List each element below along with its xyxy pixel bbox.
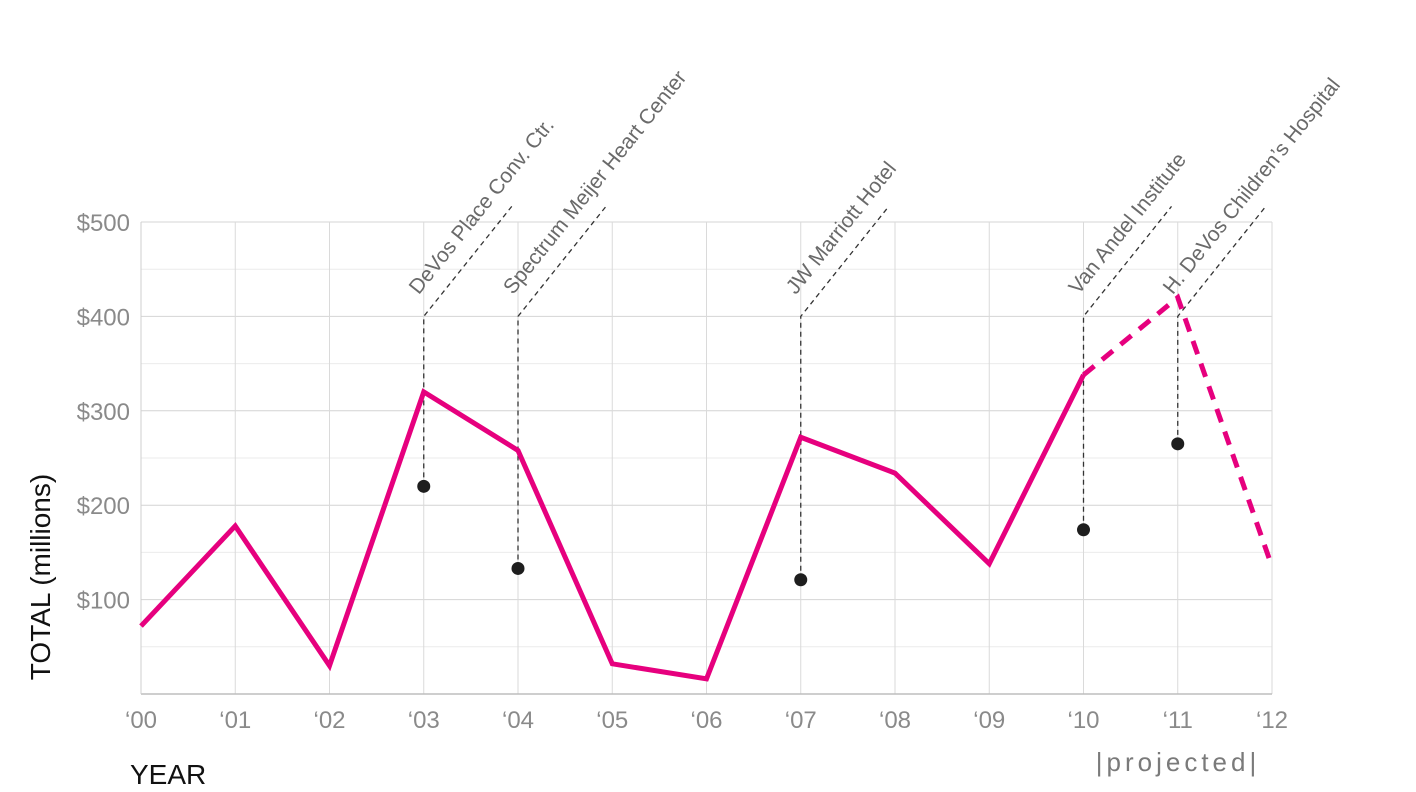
series-lines	[139, 293, 1275, 682]
x-tick-label: ‘08	[879, 707, 911, 734]
annotation-markers	[417, 437, 1185, 587]
y-tick-label: $300	[77, 399, 130, 426]
annotation-leader	[517, 205, 607, 569]
annotation-leader	[1177, 205, 1267, 444]
x-axis-title: YEAR	[130, 759, 206, 790]
annotation-leader	[423, 205, 513, 487]
x-tick-label: ‘11	[1163, 707, 1193, 734]
y-tick-label: $400	[77, 304, 130, 331]
x-tick-label: ‘06	[690, 707, 722, 734]
x-tick-label: ‘05	[596, 707, 628, 734]
x-tick-label: ‘00	[125, 707, 157, 734]
annotation-leader	[1082, 205, 1173, 530]
x-axis-ticks: ‘00 ‘01 ‘02 ‘03 ‘04 ‘05 ‘06 ‘07 ‘08 ‘09 ‘10 ‘11 ‘12	[125, 707, 1288, 734]
annotation-leader	[800, 205, 890, 580]
series-line-actual	[139, 373, 1086, 682]
x-tick-label: ‘04	[502, 707, 534, 734]
projected-label: |projected|	[1096, 747, 1260, 777]
y-axis-ticks: $100 $200 $300 $400 $500	[77, 210, 130, 615]
x-tick-label: ‘03	[408, 707, 440, 734]
annotations: DeVos Place Conv. Ctr.Spectrum Meijer He…	[405, 66, 1345, 580]
y-tick-label: $500	[77, 210, 130, 237]
y-axis-title: TOTAL (millions)	[25, 474, 56, 680]
annotation-dot	[1171, 437, 1185, 451]
y-tick-label: $200	[77, 493, 130, 520]
series-line-projected	[1081, 293, 1275, 568]
x-tick-label: ‘09	[973, 707, 1005, 734]
annotation-dot	[794, 573, 808, 587]
x-tick-label: ‘12	[1256, 707, 1288, 734]
annotation-dot	[511, 561, 525, 575]
annotation-dot	[1077, 523, 1090, 537]
x-tick-label: ‘02	[313, 707, 345, 734]
x-tick-label: ‘10	[1067, 707, 1099, 734]
annotation-label: JW Marriott Hotel	[782, 158, 901, 299]
x-tick-label: ‘01	[219, 707, 251, 734]
x-tick-label: ‘07	[785, 707, 817, 734]
annotation-label: Spectrum Meijer Heart Center	[499, 66, 691, 298]
annotation-label: H. DeVos Children’s Hospital	[1159, 74, 1345, 299]
annotation-dot	[417, 479, 431, 493]
y-tick-label: $100	[77, 588, 130, 615]
